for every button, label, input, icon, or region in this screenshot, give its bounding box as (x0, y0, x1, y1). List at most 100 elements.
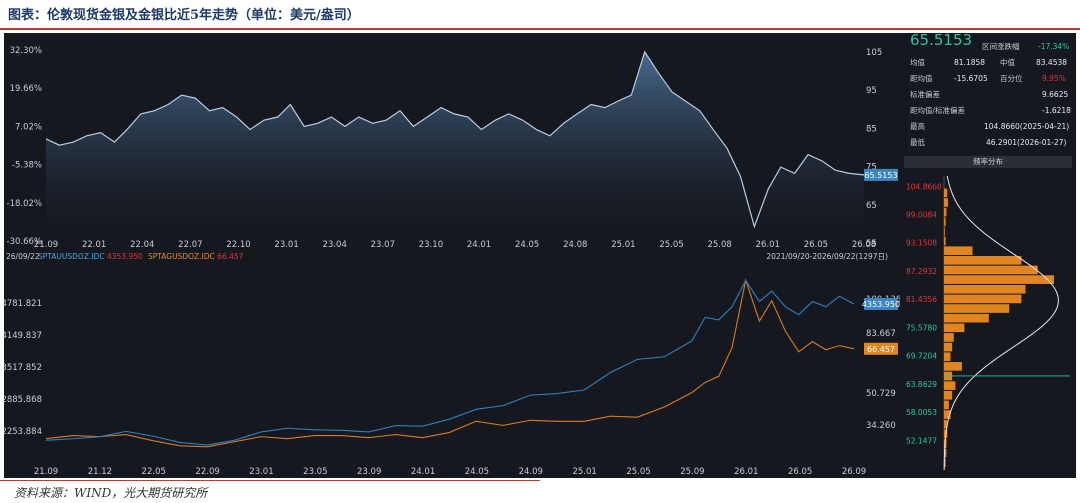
x-tick: 26.09 (842, 467, 866, 477)
max-label: 最高 (910, 122, 925, 131)
x-tick: 23.10 (419, 240, 443, 250)
hist-bar (944, 458, 946, 468)
min-value: 46.2901(2026-01-27) (986, 138, 1067, 147)
mean-label: 均值 (910, 58, 925, 67)
x-tick: 24.01 (411, 467, 435, 477)
hist-bar (944, 313, 989, 323)
legend-silver-value: 66.457 (217, 252, 244, 261)
ratio-line (45, 50, 865, 229)
source-divider (0, 480, 540, 481)
legend-silver-label: SPTAGUSDOZ.IDC (148, 252, 215, 261)
ratio-chart: 32.30% 19.66% 7.02% -5.38% -18.02% -30.66% 105… (7, 46, 898, 250)
x-tick: 26.08 (852, 240, 876, 250)
hist-bar (944, 256, 1022, 265)
y-tick-right: 95 (866, 86, 877, 96)
silver-last-tag (864, 342, 898, 355)
y-tick-left: -18.02% (7, 199, 42, 209)
y-tick-right: 83.667 (866, 329, 896, 339)
silver-line (45, 278, 855, 448)
x-tick: 26.05 (788, 467, 812, 477)
x-tick: 21.12 (88, 467, 112, 477)
dev-mean-label: 距均值 (910, 74, 933, 83)
x-tick: 26.01 (734, 467, 758, 477)
hist-bar (944, 198, 949, 207)
y-tick-right: 75 (866, 163, 877, 173)
x-tick: 25.09 (680, 467, 704, 477)
x-tick: 23.09 (357, 467, 381, 477)
price-chart: 4781.821 4149.837 3517.852 2885.868 2253.884… (4, 278, 900, 477)
hist-tick: 58.0053 (906, 408, 937, 417)
y-tick-left: 19.66% (10, 84, 42, 94)
hist-bar (944, 294, 1022, 304)
histogram-title: 频率分布 (904, 156, 1072, 168)
gold-last-tag (864, 297, 898, 310)
hist-bar (944, 188, 948, 198)
hist-bar (944, 284, 1026, 294)
hist-bar (944, 448, 947, 458)
hist-tick: 75.5780 (906, 323, 937, 332)
dev-std-label: 距均值/标准偏差 (910, 106, 966, 115)
median-label: 中值 (1000, 58, 1015, 67)
normal-curve (943, 175, 1059, 471)
mean-value: 81.1858 (954, 58, 986, 67)
x-tick: 25.08 (707, 240, 731, 250)
hist-bar (944, 265, 1038, 275)
x-tick: 23.04 (323, 240, 347, 250)
y-tick-right: 55 (866, 239, 877, 249)
x-tick: 25.05 (626, 467, 650, 477)
x-tick: 24.08 (563, 240, 587, 250)
y-tick-left: 4781.821 (4, 299, 42, 309)
y-tick-left: 3517.852 (4, 363, 42, 373)
hist-tick: 93.1508 (906, 239, 937, 248)
title-divider (0, 28, 1080, 30)
x-tick: 23.01 (274, 240, 298, 250)
hist-bar (944, 227, 945, 236)
hist-bar (944, 217, 946, 227)
x-tick: 25.01 (572, 467, 596, 477)
x-tick: 22.01 (82, 240, 106, 250)
x-tick: 22.05 (142, 467, 166, 477)
hist-bar (944, 352, 951, 362)
last-value-label: 65.5153 (864, 171, 897, 180)
dev-mean-value: -15.6705 (954, 74, 988, 83)
y-tick-left: 7.02% (15, 122, 42, 132)
interval-change-label: 区间涨跌幅 (982, 42, 1020, 51)
hist-bar (944, 381, 956, 390)
frequency-histogram: 104.8660 99.0084 93.1508 87.2932 81.4356 75.5… (906, 175, 1070, 471)
hist-tick: 52.1477 (906, 436, 937, 445)
max-value: 104.8660(2025-04-21) (984, 122, 1070, 131)
x-tick: 24.01 (467, 240, 491, 250)
source-note: 资料来源：WIND，光大期货研究所 (14, 486, 208, 500)
y-tick-left: -5.38% (12, 161, 42, 171)
std-value: 9.6625 (1042, 90, 1069, 99)
hist-bar (944, 236, 946, 246)
x-tick: 26.05 (804, 240, 828, 250)
hist-tick: 69.7204 (906, 352, 937, 361)
legend-date: 26/09/22 (6, 252, 40, 261)
legend-gold-value: 4353.950 (106, 252, 143, 261)
legend-gold: SPTAUUSDOZ.IDC 4353.950 (38, 251, 143, 263)
percentile-value: 9.95% (1042, 74, 1066, 83)
current-value: 65.5153 (910, 31, 973, 49)
dev-std-value: -1.6218 (1042, 106, 1071, 115)
hist-bar (944, 362, 962, 371)
gold-last-label: 4353.950 (862, 300, 900, 309)
gold-line (45, 279, 855, 446)
x-tick: 22.04 (130, 240, 154, 250)
hist-tick: 99.0084 (906, 211, 937, 220)
hist-bar (944, 323, 965, 333)
x-tick: 25.01 (611, 240, 635, 250)
legend-gold-label: SPTAUUSDOZ.IDC (38, 252, 105, 261)
x-tick: 26.01 (756, 240, 780, 250)
x-tick: 21.09 (34, 240, 58, 250)
x-tick: 22.09 (195, 467, 219, 477)
x-tick: 23.07 (371, 240, 395, 250)
std-label: 标准偏差 (910, 90, 940, 99)
min-label: 最低 (910, 138, 925, 147)
percentile-label: 百分位 (1000, 74, 1023, 83)
hist-bar (944, 275, 1054, 284)
hist-bar (944, 390, 953, 400)
price-legend: 26/09/22 SPTAUUSDOZ.IDC 4353.950 SPTAGUS… (4, 251, 900, 263)
legend-silver: SPTAGUSDOZ.IDC 66.457 (148, 251, 243, 263)
x-tick: 25.05 (659, 240, 683, 250)
